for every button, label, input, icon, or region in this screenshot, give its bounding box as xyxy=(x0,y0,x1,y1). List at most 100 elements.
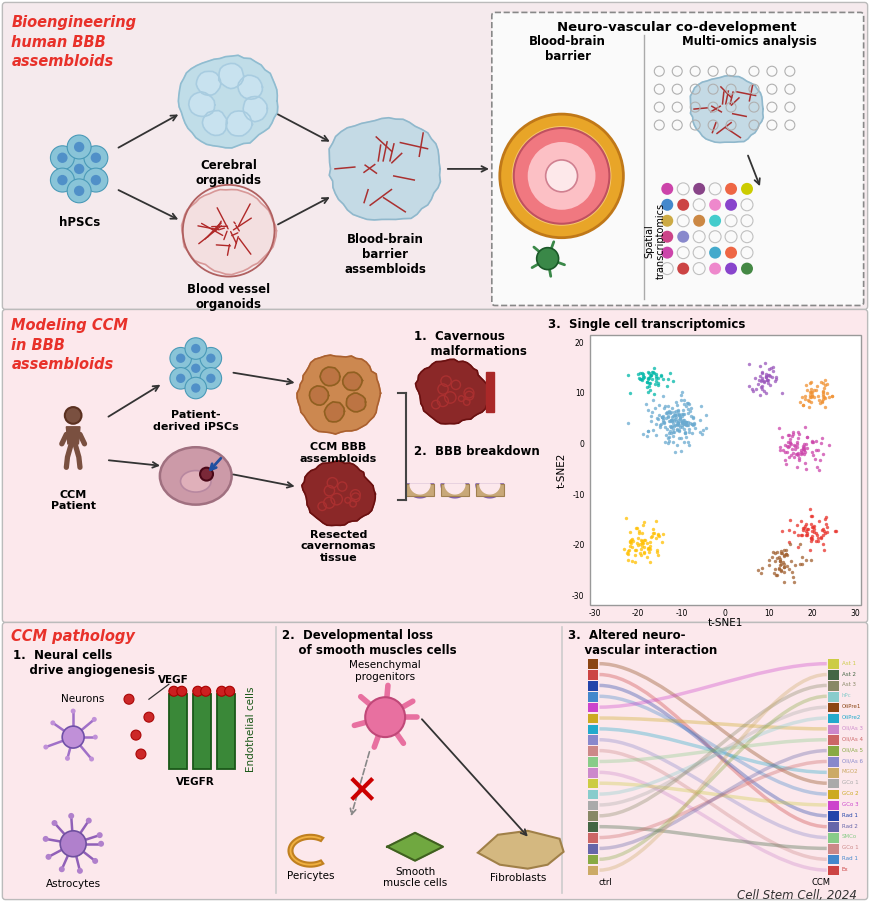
Text: Endothelial cells: Endothelial cells xyxy=(245,686,255,772)
Point xyxy=(682,415,696,430)
Point xyxy=(640,542,654,557)
Point xyxy=(774,554,788,568)
Point xyxy=(790,425,804,439)
Point xyxy=(670,415,684,429)
Polygon shape xyxy=(477,831,563,869)
Text: 10: 10 xyxy=(574,390,584,398)
Circle shape xyxy=(201,686,210,696)
Text: t-SNE2: t-SNE2 xyxy=(556,452,566,487)
Point xyxy=(767,561,781,576)
Point xyxy=(793,443,806,457)
Point xyxy=(650,527,664,542)
Point xyxy=(778,438,792,453)
Point xyxy=(774,430,788,445)
Point xyxy=(779,445,793,459)
Point xyxy=(761,558,775,572)
Point xyxy=(772,552,786,567)
Point xyxy=(659,405,673,420)
Point xyxy=(786,445,799,460)
Text: VEGF: VEGF xyxy=(157,675,188,685)
Point xyxy=(753,566,767,580)
Point xyxy=(686,416,700,431)
Point xyxy=(789,439,803,454)
Point xyxy=(781,535,795,549)
Point xyxy=(671,431,685,445)
Point xyxy=(773,554,786,568)
Point xyxy=(676,407,690,422)
Text: Ast 2: Ast 2 xyxy=(840,671,855,677)
Circle shape xyxy=(43,836,49,842)
Point xyxy=(776,543,790,558)
Point xyxy=(649,545,663,559)
Text: Bioengineering
human BBB
assembloids: Bioengineering human BBB assembloids xyxy=(11,15,136,69)
Point xyxy=(797,392,811,406)
Point xyxy=(679,396,693,411)
Point xyxy=(799,430,813,445)
Point xyxy=(647,376,661,391)
Circle shape xyxy=(67,135,91,159)
Point xyxy=(647,365,660,380)
Point xyxy=(669,437,683,452)
Point xyxy=(786,437,799,452)
Bar xyxy=(826,779,838,788)
Point xyxy=(671,407,685,422)
Point xyxy=(620,544,634,558)
Point xyxy=(816,527,830,542)
Point xyxy=(660,372,674,386)
Point xyxy=(643,368,657,383)
Point xyxy=(777,453,791,467)
Point xyxy=(761,553,775,568)
Point xyxy=(766,374,780,388)
Point xyxy=(773,557,786,571)
Text: CCM: CCM xyxy=(810,877,829,886)
Point xyxy=(633,537,647,551)
Point xyxy=(642,384,656,398)
Point xyxy=(660,410,674,425)
Point xyxy=(796,520,810,535)
Point xyxy=(797,456,811,471)
Circle shape xyxy=(527,142,594,210)
Point xyxy=(631,526,645,540)
Point xyxy=(804,388,818,403)
Point xyxy=(640,550,653,565)
Point xyxy=(655,415,669,429)
Bar xyxy=(193,694,210,769)
Polygon shape xyxy=(296,355,380,434)
Point xyxy=(693,398,707,413)
Polygon shape xyxy=(690,76,762,142)
Point xyxy=(656,415,670,429)
Text: Fibroblasts: Fibroblasts xyxy=(489,873,545,883)
Bar xyxy=(587,713,598,723)
Point xyxy=(680,402,694,416)
Point xyxy=(757,355,771,370)
Point xyxy=(805,448,819,463)
Point xyxy=(625,540,639,555)
Point xyxy=(655,413,669,427)
Point xyxy=(792,537,806,552)
Polygon shape xyxy=(237,76,262,99)
Point xyxy=(789,437,803,452)
Point xyxy=(672,418,686,433)
Point xyxy=(778,543,792,558)
Point xyxy=(648,371,662,385)
Point xyxy=(666,404,680,419)
Point xyxy=(753,387,766,402)
Point xyxy=(677,417,691,432)
Text: Blood-brain
barrier
assembloids: Blood-brain barrier assembloids xyxy=(344,232,426,276)
Point xyxy=(673,444,687,458)
Point xyxy=(672,423,686,437)
Point xyxy=(803,534,817,548)
Circle shape xyxy=(191,363,200,373)
Point xyxy=(789,459,803,474)
Point xyxy=(790,527,804,542)
Point xyxy=(660,379,673,394)
Point xyxy=(670,418,684,433)
Point xyxy=(818,512,832,527)
Point xyxy=(652,397,666,412)
Point xyxy=(795,397,809,412)
Text: hPSCs: hPSCs xyxy=(58,216,100,229)
Point xyxy=(780,427,794,442)
Circle shape xyxy=(660,199,673,210)
Point xyxy=(658,428,672,443)
Point xyxy=(665,413,679,427)
